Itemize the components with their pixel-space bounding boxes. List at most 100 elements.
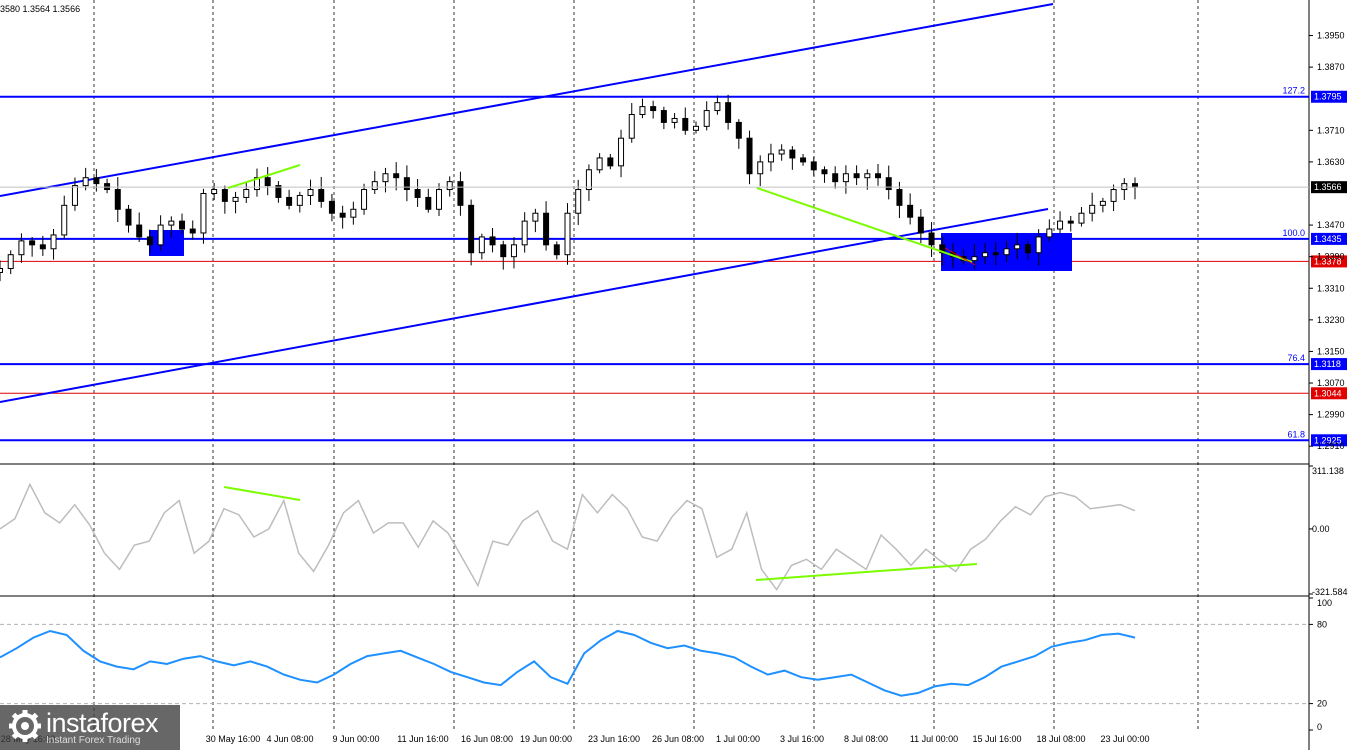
candle-body [1024, 244, 1031, 254]
candle-body [61, 204, 68, 236]
candle-body [1035, 236, 1042, 254]
time-axis-label: 15 Jul 16:00 [972, 734, 1021, 744]
cci-tick-label: -321.584 [1312, 587, 1348, 597]
candle-body [671, 117, 678, 123]
candle-body [639, 106, 646, 116]
candle-body [971, 256, 978, 262]
fib-level-label: 76.4 [1287, 353, 1305, 363]
logo-name: instaforex [46, 708, 159, 738]
candle-body [885, 177, 892, 191]
candle-body [39, 244, 46, 250]
fib-level-label: 127.2 [1282, 86, 1305, 96]
instaforex-gear-icon [9, 710, 41, 742]
instaforex-logo: instaforex Instant Forex Trading [0, 705, 180, 750]
candle-body [307, 189, 314, 196]
candle-body [746, 137, 753, 175]
price-tick-label: 1.3230 [1317, 315, 1345, 325]
candle-body [125, 208, 132, 226]
candle-body [468, 204, 475, 254]
candle-body [875, 173, 882, 179]
candle-body [93, 177, 100, 185]
candle-body [1089, 204, 1096, 214]
candle-body [800, 157, 807, 163]
candle-body [1121, 183, 1128, 191]
price-tick-label: 1.3390 [1317, 252, 1345, 262]
rsi-tick-label: 80 [1317, 619, 1327, 629]
candle-body [200, 192, 207, 234]
candle-body [564, 212, 571, 256]
level-price-tag [1311, 90, 1347, 103]
rsi-tick-label: 100 [1317, 598, 1332, 608]
candle-body [714, 102, 721, 112]
candle-body [82, 177, 89, 187]
candle-body [532, 212, 539, 222]
time-axis-label: 8 Jul 08:00 [844, 734, 888, 744]
candle-body [553, 244, 560, 256]
candle-body [264, 177, 271, 187]
candle-body [146, 236, 153, 246]
candle-body [1046, 228, 1053, 238]
level-price-tag [1311, 387, 1347, 400]
cci-divergence-line [755, 563, 978, 581]
candle-body [725, 102, 732, 123]
level-price-tag [1311, 232, 1347, 245]
candle-body [114, 189, 121, 210]
candle-body [703, 110, 710, 127]
candle-body [607, 157, 614, 167]
support-zone-box [149, 230, 184, 256]
candle-body [692, 125, 699, 131]
price-tick-label: 1.3950 [1317, 31, 1345, 41]
time-axis-label: 23 Jul 00:00 [1100, 734, 1149, 744]
candle-body [757, 161, 764, 175]
candle-body [650, 106, 657, 112]
candle-body [618, 137, 625, 167]
candle-body [318, 189, 325, 202]
candle-body [832, 173, 839, 183]
candle-body [328, 200, 335, 214]
candle-body [789, 149, 796, 159]
time-axis-label: 26 Jun 08:00 [652, 734, 704, 744]
cci-line [0, 482, 1136, 591]
candle-body [853, 173, 860, 179]
price-tick-label: 1.3070 [1317, 378, 1345, 388]
candle-body [403, 177, 410, 191]
level-price-text: 1.3795 [1314, 92, 1342, 102]
rsi-tick-label: 20 [1317, 699, 1327, 709]
candle-body [585, 169, 592, 191]
level-price-text: 1.2925 [1314, 435, 1342, 445]
candle-body [907, 204, 914, 218]
candle-body [339, 212, 346, 218]
time-axis-label: 23 Jun 16:00 [588, 734, 640, 744]
candle-body [842, 173, 849, 183]
candle-body [189, 228, 196, 234]
candle-body [917, 216, 924, 234]
cci-tick-label: 0.00 [1312, 524, 1330, 534]
time-axis-label: 4 Jun 08:00 [266, 734, 313, 744]
candle-body [7, 254, 14, 270]
time-axis-label: 19 Jun 00:00 [520, 734, 572, 744]
candle-body [660, 110, 667, 123]
time-axis-label: 18 Jul 08:00 [1036, 734, 1085, 744]
price-tick-label: 1.2990 [1317, 410, 1345, 420]
candle-body [211, 189, 218, 194]
fib-level-label: 100.0 [1282, 228, 1305, 238]
candle-body [350, 208, 357, 218]
divergence-line [227, 164, 301, 189]
candle-body [414, 189, 421, 198]
level-price-text: 1.3435 [1314, 234, 1342, 244]
ohlc-header: 3580 1.3564 1.3566 [0, 4, 80, 14]
level-price-text: 1.3118 [1314, 359, 1341, 369]
current-price-tag [1311, 181, 1347, 194]
candle-body [361, 189, 368, 210]
candle-body [157, 224, 164, 246]
divergence-line [944, 247, 976, 266]
candle-body [232, 196, 239, 202]
candle-body [275, 185, 282, 198]
candle-body [864, 173, 871, 179]
candle-body [243, 189, 250, 198]
candle-body [543, 212, 550, 246]
candle-body [1057, 220, 1064, 230]
candle-body [810, 161, 817, 171]
